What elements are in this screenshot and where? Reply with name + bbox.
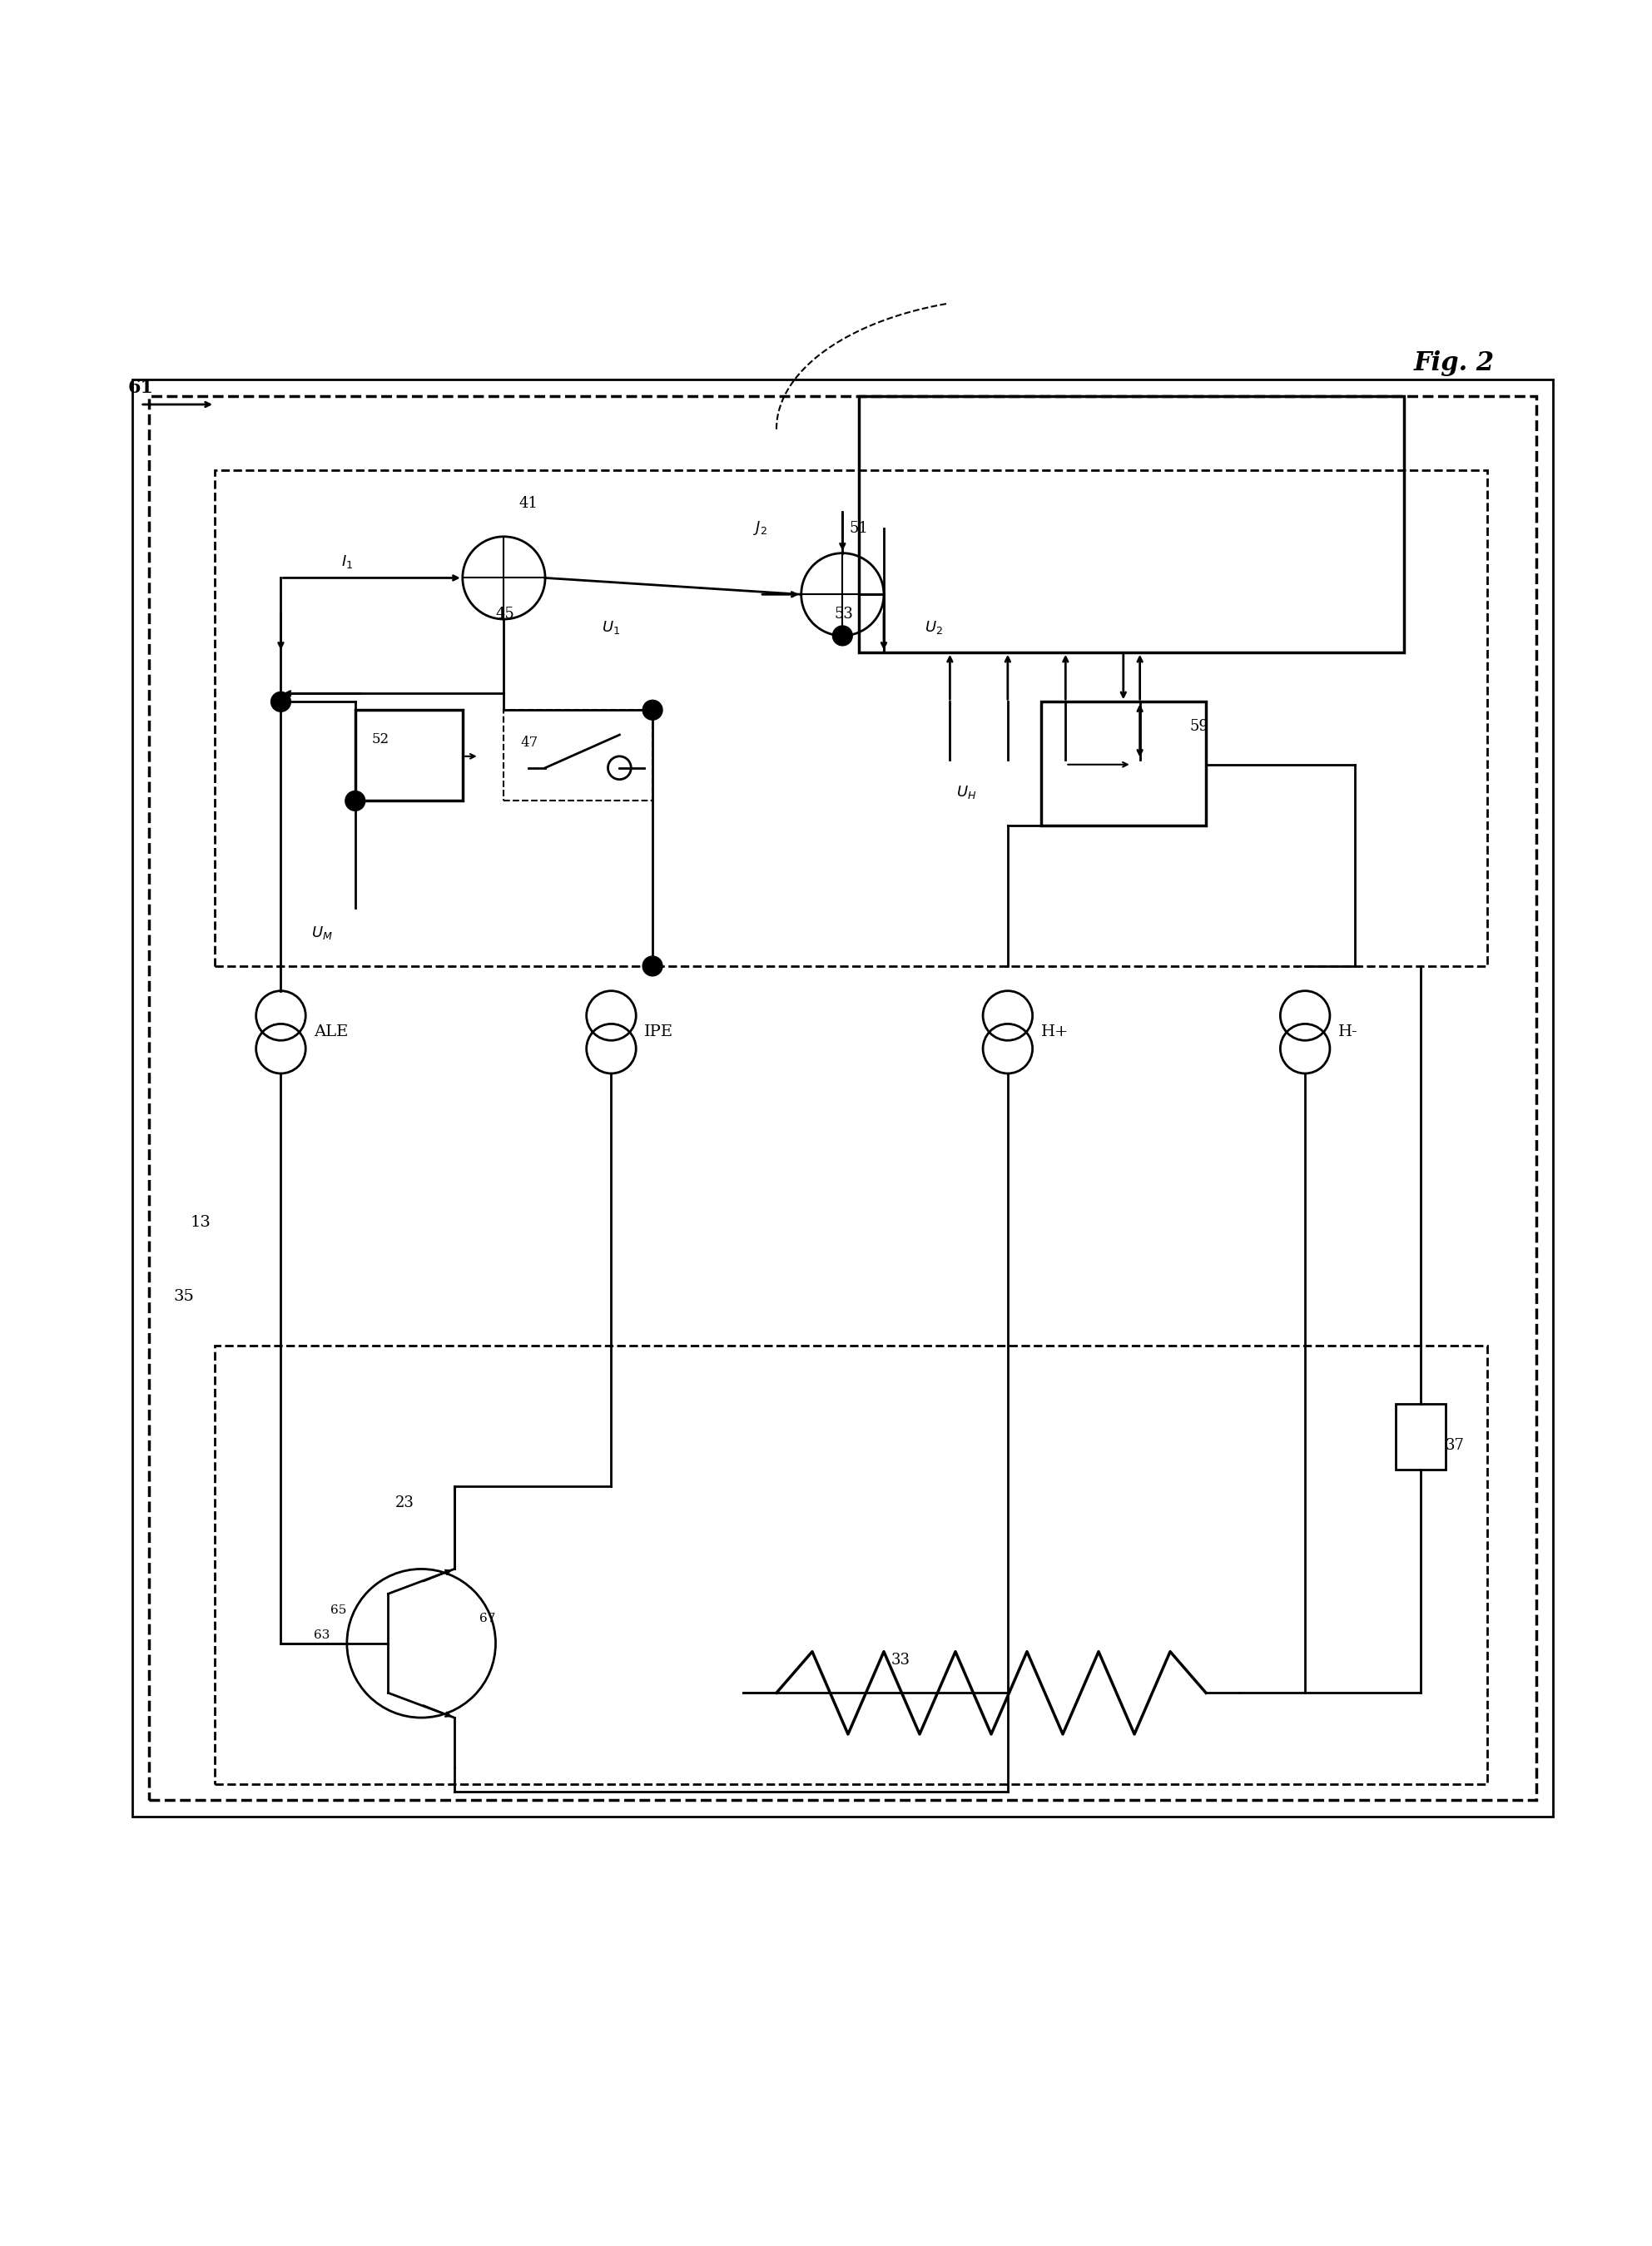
Text: $U_2$: $U_2$ (923, 620, 943, 636)
Text: 47: 47 (520, 737, 539, 750)
Text: H-: H- (1338, 1024, 1358, 1040)
Text: 52: 52 (372, 732, 390, 748)
Text: $I_1$: $I_1$ (340, 553, 354, 570)
Bar (215, 469, 1487, 966)
Circle shape (643, 957, 662, 977)
Text: IPE: IPE (644, 1024, 674, 1040)
Circle shape (271, 692, 291, 712)
Text: 67: 67 (479, 1613, 496, 1624)
Text: 61: 61 (127, 380, 154, 398)
Text: 51: 51 (849, 521, 869, 537)
Bar (149, 395, 1536, 1801)
Text: $J_2$: $J_2$ (753, 519, 767, 537)
Text: $U_1$: $U_1$ (601, 620, 621, 636)
Text: H+: H+ (1041, 1024, 1069, 1040)
Text: 45: 45 (496, 606, 514, 622)
Bar (132, 380, 1553, 1817)
Text: $U_H$: $U_H$ (957, 784, 976, 802)
Bar (215, 1345, 1487, 1783)
Text: 23: 23 (395, 1496, 415, 1509)
Bar (859, 395, 1404, 651)
Bar (1396, 1404, 1446, 1469)
Text: 33: 33 (890, 1653, 910, 1667)
Text: 59: 59 (1189, 719, 1209, 734)
Circle shape (345, 791, 365, 811)
Circle shape (643, 701, 662, 721)
Text: ALE: ALE (314, 1024, 349, 1040)
Bar (1041, 701, 1206, 827)
Text: 35: 35 (173, 1289, 195, 1305)
Text: 53: 53 (834, 606, 854, 622)
Text: 13: 13 (190, 1215, 211, 1229)
Text: $U_M$: $U_M$ (312, 925, 332, 941)
Bar (355, 710, 463, 802)
Text: 63: 63 (314, 1628, 330, 1642)
Text: 41: 41 (519, 496, 539, 512)
Text: 37: 37 (1446, 1437, 1465, 1453)
Text: 65: 65 (330, 1604, 347, 1617)
Text: Fig. 2: Fig. 2 (1414, 350, 1493, 375)
Circle shape (833, 627, 852, 645)
Bar (504, 710, 653, 802)
